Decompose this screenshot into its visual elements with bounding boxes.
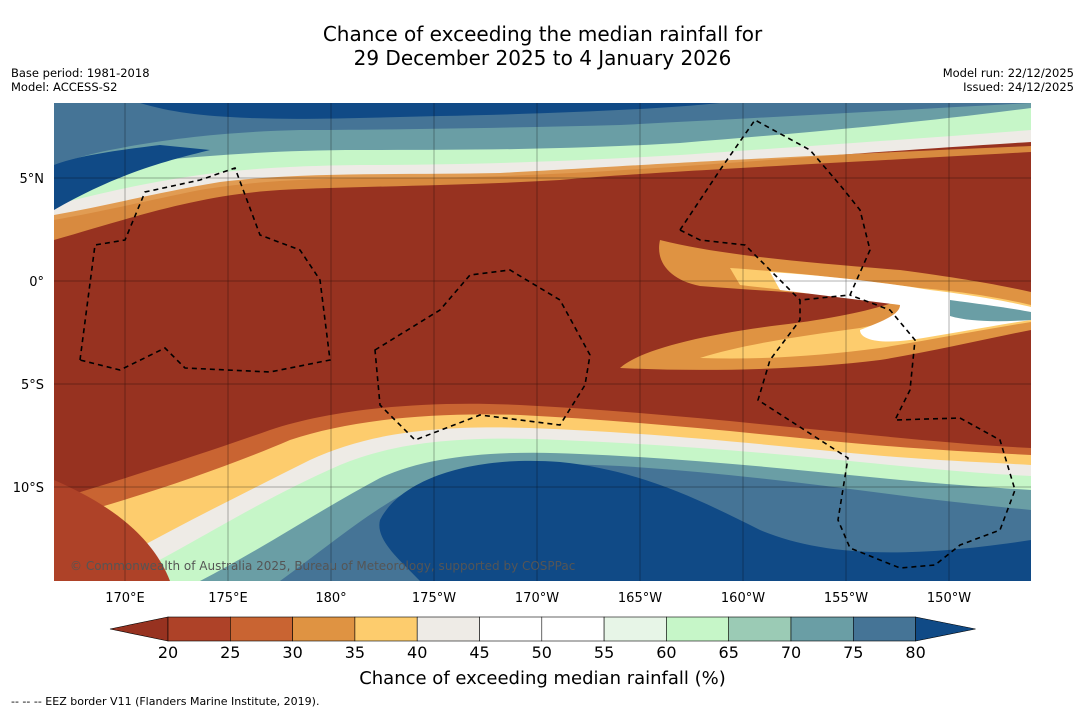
- colorbar-tick-labels: 20 25 30 35 40 45 50 55 60 65 70 75 80: [158, 643, 926, 662]
- colorbar-swatch: [790, 616, 854, 642]
- meta-right: Model run: 22/12/2025 Issued: 24/12/2025: [943, 66, 1074, 94]
- colorbar-tick-label: 50: [532, 643, 552, 662]
- equatorial-teal-spot: [950, 300, 1031, 322]
- colorbar-extend-low: [109, 616, 169, 642]
- map-watermark: © Commonwealth of Australia 2025, Bureau…: [70, 559, 575, 573]
- map-gridlines: [54, 103, 1031, 581]
- colorbar-tick-label: 20: [158, 643, 178, 662]
- colorbar-extend-high: [915, 616, 976, 642]
- colorbar: [109, 616, 976, 642]
- lat-label: 10°S: [13, 481, 44, 496]
- colorbar-swatch: [728, 616, 792, 642]
- north-west-dark-patch: [54, 145, 210, 210]
- colorbar-title: Chance of exceeding median rainfall (%): [359, 668, 726, 689]
- map-field: © Commonwealth of Australia 2025, Bureau…: [54, 103, 1031, 581]
- lat-label: 5°N: [20, 172, 45, 187]
- colorbar-swatch: [666, 616, 730, 642]
- colorbar-swatch: [292, 616, 356, 642]
- colorbar-swatch: [354, 616, 418, 642]
- lon-label: 170°E: [105, 591, 145, 606]
- eez-borders: [79, 118, 1016, 569]
- equatorial-white-tongue: [770, 272, 1031, 342]
- title-line-1: Chance of exceeding the median rainfall …: [322, 22, 763, 46]
- colorbar-swatch: [603, 616, 667, 642]
- colorbar-tick-label: 40: [407, 643, 427, 662]
- lat-labels: 5°N 0° 5°S 10°S: [13, 172, 44, 496]
- colorbar-tick-label: 70: [781, 643, 801, 662]
- colorbar-tick-label: 65: [719, 643, 739, 662]
- colorbar-tick-label: 80: [905, 643, 925, 662]
- lon-label: 175°E: [208, 591, 248, 606]
- lon-label: 150°W: [927, 591, 971, 606]
- colorbar-swatch: [167, 616, 231, 642]
- lon-label: 165°W: [618, 591, 662, 606]
- chart-title: Chance of exceeding the median rainfall …: [0, 22, 1085, 70]
- south-dark-blue-patch: [379, 460, 1031, 581]
- north-dark-blue-patch: [140, 103, 720, 119]
- eez-footnote: -- -- -- EEZ border V11 (Flanders Marine…: [11, 695, 320, 708]
- lon-label: 155°W: [824, 591, 868, 606]
- title-line-2: 29 December 2025 to 4 January 2026: [353, 46, 732, 70]
- colorbar-tick-label: 75: [843, 643, 863, 662]
- model-name: Model: ACCESS-S2: [11, 80, 118, 94]
- lon-label: 180°: [315, 591, 346, 606]
- colorbar-swatch: [230, 616, 293, 642]
- north-blue-band: [54, 103, 1031, 168]
- equatorial-yellow-tongue: [700, 268, 1031, 359]
- lon-label: 170°W: [515, 591, 559, 606]
- lat-label: 0°: [29, 275, 44, 290]
- lon-label: 160°W: [721, 591, 765, 606]
- colorbar-tick-label: 35: [345, 643, 365, 662]
- lon-labels: 170°E 175°E 180° 175°W 170°W 165°W 160°W…: [105, 591, 971, 606]
- colorbar-tick-label: 60: [656, 643, 676, 662]
- base-period: Base period: 1981-2018: [11, 66, 150, 80]
- colorbar-swatch: [541, 616, 605, 642]
- north-orange-fringe: [54, 146, 1031, 240]
- colorbar-swatch: [479, 616, 543, 642]
- lon-label: 175°W: [412, 591, 456, 606]
- colorbar-swatch: [416, 616, 480, 642]
- issued-date: Issued: 24/12/2025: [963, 80, 1074, 94]
- colorbar-tick-label: 55: [594, 643, 614, 662]
- model-run: Model run: 22/12/2025: [942, 66, 1074, 80]
- south-west-patch: [54, 480, 170, 581]
- meta-left: Base period: 1981-2018 Model: ACCESS-S2: [11, 66, 150, 94]
- lat-label: 5°S: [21, 378, 44, 393]
- colorbar-tick-label: 30: [282, 643, 302, 662]
- colorbar-swatch: [852, 616, 916, 642]
- colorbar-tick-label: 25: [220, 643, 240, 662]
- colorbar-tick-label: 45: [469, 643, 489, 662]
